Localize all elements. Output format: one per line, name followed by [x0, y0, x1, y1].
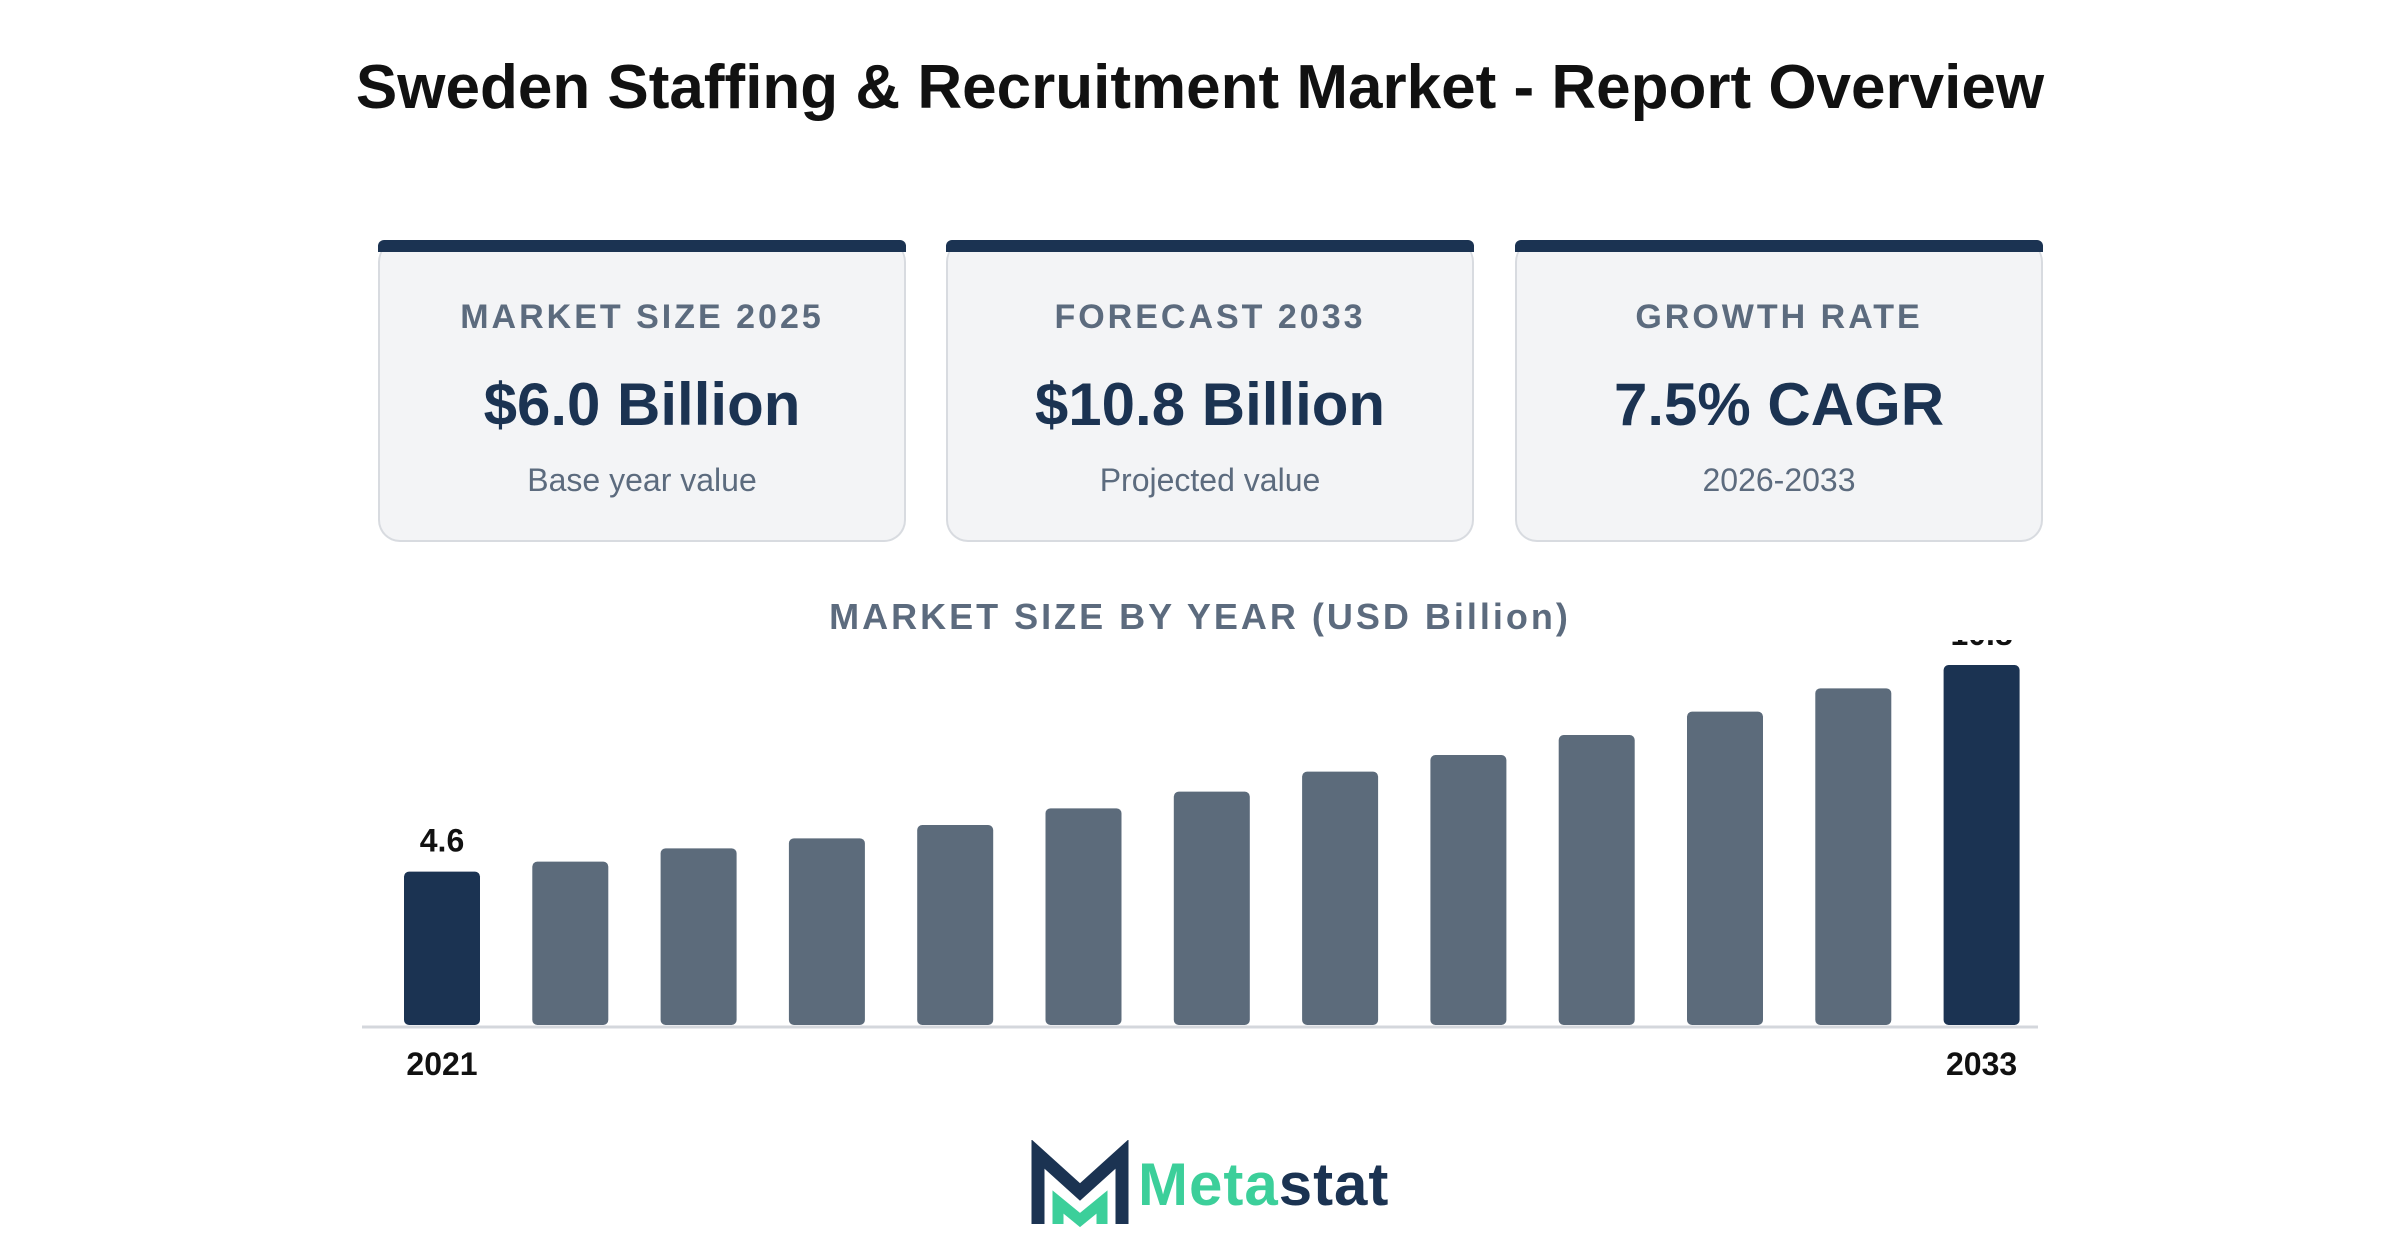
card-value: $6.0 Billion [483, 371, 801, 438]
chart-title: MARKET SIZE BY YEAR (USD Billion) [829, 596, 1571, 637]
bar-2024 [788, 838, 865, 1025]
bar-2026 [1045, 808, 1122, 1025]
card-subtitle: Projected value [1099, 462, 1321, 498]
market-size-card: MARKET SIZE 2025 $6.0 Billion Base year … [378, 240, 906, 542]
growth-rate-card: GROWTH RATE 7.5% CAGR 2026-2033 [1515, 240, 2043, 542]
card-value: $10.8 Billion [1034, 371, 1386, 438]
forecast-card: FORECAST 2033 $10.8 Billion Projected va… [946, 240, 1474, 542]
logo-text-stat: stat [1278, 1151, 1390, 1218]
bar-2023 [660, 848, 737, 1025]
logo-wordmark: Metastat [1138, 1150, 1389, 1219]
bar-2022 [532, 861, 609, 1025]
value-label-2033: 10.8 [1950, 640, 2012, 652]
bar-2027 [1173, 791, 1250, 1025]
bar-2029 [1430, 755, 1507, 1025]
x-tick-label-2033: 2033 [1946, 1046, 2017, 1082]
card-label: MARKET SIZE 2025 [460, 298, 824, 336]
logo-text-meta: Meta [1138, 1151, 1279, 1218]
card-subtitle: 2026-2033 [1702, 462, 1856, 498]
bar-2021 [404, 871, 480, 1025]
kpi-cards: MARKET SIZE 2025 $6.0 Billion Base year … [0, 240, 2400, 546]
x-tick-label-2021: 2021 [406, 1046, 477, 1082]
page-title: Sweden Staffing & Recruitment Market - R… [355, 53, 2045, 122]
metastat-logo: Metastat [1030, 1139, 1410, 1230]
bar-2032 [1815, 688, 1892, 1025]
bar-2025 [917, 825, 994, 1025]
card-label: GROWTH RATE [1635, 298, 1923, 336]
bar-2033 [1943, 665, 2020, 1025]
card-subtitle: Base year value [527, 462, 757, 498]
bar-2030 [1558, 735, 1635, 1025]
market-size-bar-chart: 4.6 2021 10.8 2033 [362, 640, 2038, 1082]
bar-2028 [1302, 771, 1379, 1025]
card-label: FORECAST 2033 [1054, 298, 1366, 336]
bar-2031 [1687, 711, 1763, 1025]
value-label-2021: 4.6 [420, 823, 464, 859]
metastat-logo-icon [1031, 1139, 1129, 1228]
card-value: 7.5% CAGR [1613, 371, 1945, 438]
